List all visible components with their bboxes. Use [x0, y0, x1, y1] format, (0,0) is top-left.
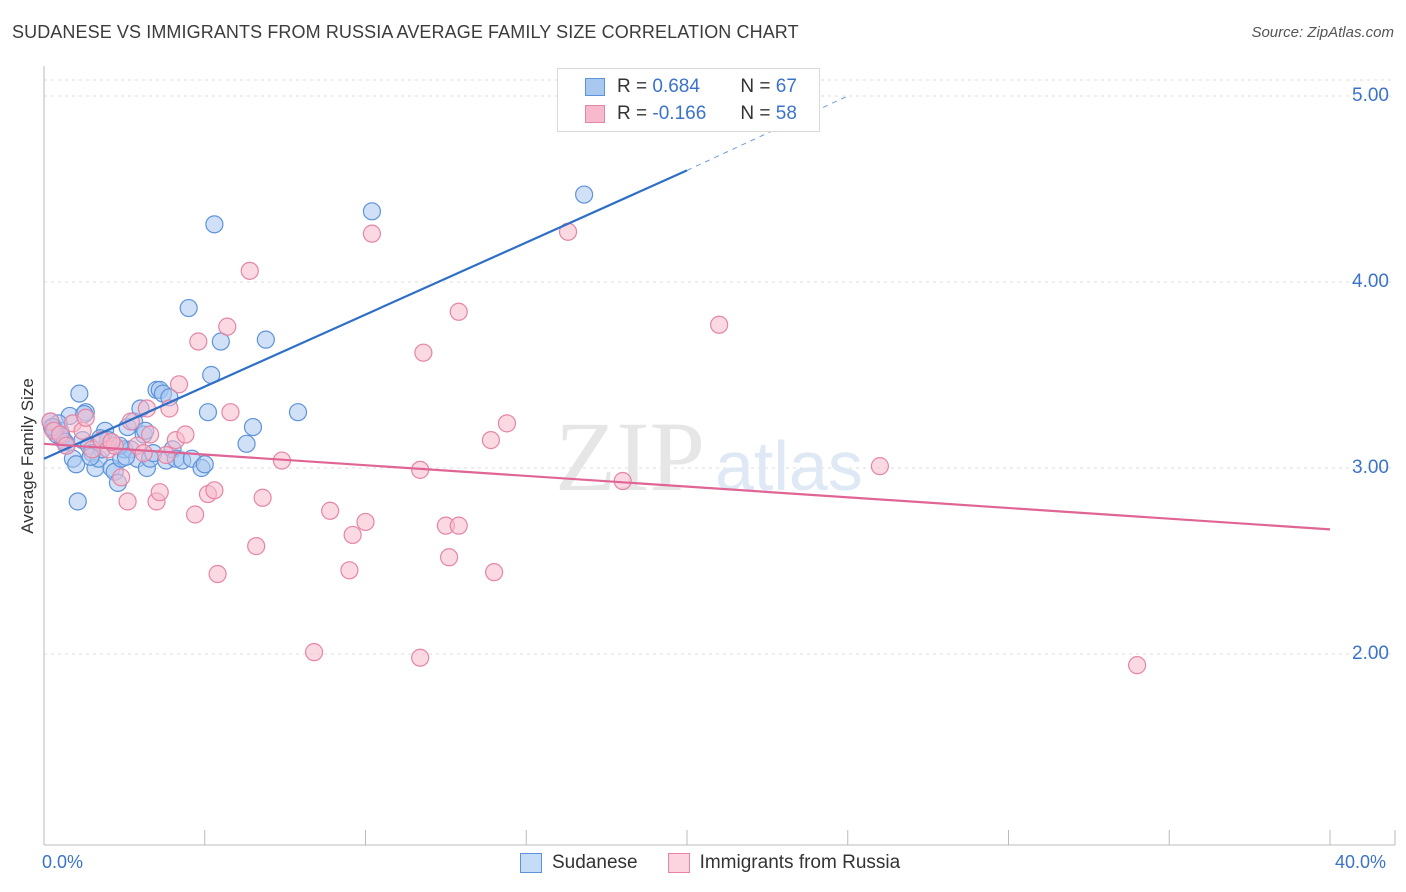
- legend-label-russia: Immigrants from Russia: [699, 852, 901, 873]
- russia-point: [870, 457, 890, 476]
- russia-point: [221, 403, 240, 422]
- russia-point: [343, 525, 362, 545]
- legend-n-label: N =: [740, 103, 771, 124]
- sudanese-point: [288, 403, 308, 422]
- russia-point: [76, 408, 95, 427]
- y-tick-label: 4.00: [1352, 271, 1389, 292]
- legend-swatch-sudanese: [520, 853, 542, 873]
- sudanese-point: [195, 455, 214, 474]
- legend-swatch-blue: [585, 78, 605, 96]
- russia-trend-line: [43, 442, 1331, 531]
- legend-n-value: 58: [775, 103, 797, 124]
- russia-point: [186, 505, 205, 524]
- source-note: Source: ZipAtlas.com: [1251, 24, 1394, 41]
- russia-point: [205, 481, 224, 500]
- watermark: ZIP atlas: [555, 401, 863, 512]
- russia-point: [485, 563, 504, 582]
- sudanese-point: [67, 455, 86, 474]
- russia-point: [449, 302, 468, 321]
- sudanese-point: [179, 298, 198, 318]
- y-axis-label: Average Family Size: [18, 378, 37, 534]
- russia-point: [118, 492, 137, 511]
- russia-point: [102, 432, 121, 452]
- watermark-atlas: atlas: [715, 427, 863, 505]
- russia-point: [240, 261, 259, 280]
- russia-points: [41, 222, 1147, 675]
- y-tick-label: 2.00: [1352, 643, 1389, 664]
- axes: [43, 66, 1396, 846]
- sudanese-point: [70, 384, 89, 403]
- russia-point: [304, 643, 324, 662]
- sudanese-point: [362, 202, 382, 221]
- legend-r-value: -0.166: [652, 103, 707, 124]
- russia-point: [356, 512, 375, 532]
- russia-point: [710, 315, 729, 334]
- russia-point: [340, 561, 359, 580]
- y-tick-label: 5.00: [1352, 85, 1389, 106]
- russia-point: [140, 425, 160, 444]
- russia-point: [414, 343, 433, 362]
- sudanese-point: [68, 492, 87, 511]
- legend-r-value: 0.684: [652, 76, 700, 97]
- sudanese-point: [205, 215, 224, 234]
- russia-point: [497, 414, 517, 433]
- legend-swatch-pink: [585, 105, 605, 123]
- series-legend: Sudanese Immigrants from Russia: [520, 852, 930, 874]
- russia-point: [218, 317, 237, 336]
- russia-point: [112, 468, 131, 487]
- legend-item-sudanese[interactable]: Sudanese: [520, 852, 638, 874]
- y-tick-label: 3.00: [1352, 457, 1389, 478]
- russia-point: [189, 332, 208, 351]
- russia-point: [150, 483, 169, 502]
- russia-point: [157, 445, 176, 465]
- legend-swatch-russia: [667, 853, 690, 873]
- russia-point: [134, 444, 153, 463]
- sudanese-point: [243, 417, 263, 437]
- russia-point: [208, 564, 227, 584]
- sudanese-point: [256, 330, 275, 349]
- russia-point: [253, 488, 272, 507]
- x-tick-label-min: 0.0%: [42, 852, 84, 872]
- russia-point: [411, 648, 430, 667]
- sudanese-point: [237, 434, 256, 453]
- sudanese-point: [198, 403, 218, 422]
- legend-r-label: R =: [617, 103, 648, 124]
- sudanese-point: [575, 185, 594, 204]
- stats-legend: R = 0.684 N = 67 R = -0.166 N = 58: [557, 68, 820, 132]
- gridlines: [44, 79, 1395, 655]
- legend-row-sudanese: R = 0.684 N = 67: [585, 74, 797, 100]
- legend-n-value: 67: [775, 76, 797, 97]
- watermark-zip: ZIP: [555, 401, 705, 512]
- legend-label-sudanese: Sudanese: [552, 852, 638, 873]
- russia-point: [1127, 656, 1147, 675]
- russia-point: [321, 501, 340, 520]
- russia-point: [439, 548, 459, 567]
- russia-point: [481, 431, 500, 450]
- sudanese-trend-line: [43, 169, 688, 460]
- chart-title: SUDANESE VS IMMIGRANTS FROM RUSSIA AVERA…: [12, 22, 799, 42]
- russia-point: [449, 516, 468, 535]
- legend-n-label: N =: [740, 76, 771, 97]
- legend-item-russia[interactable]: Immigrants from Russia: [667, 852, 901, 874]
- x-tick-label-max: 40.0%: [1335, 852, 1387, 872]
- legend-r-label: R =: [617, 76, 648, 97]
- russia-point: [247, 537, 266, 556]
- legend-row-russia: R = -0.166 N = 58: [585, 101, 797, 127]
- russia-point: [169, 375, 189, 394]
- trend-lines: [43, 95, 1331, 531]
- russia-point: [362, 224, 382, 243]
- russia-point: [176, 425, 195, 444]
